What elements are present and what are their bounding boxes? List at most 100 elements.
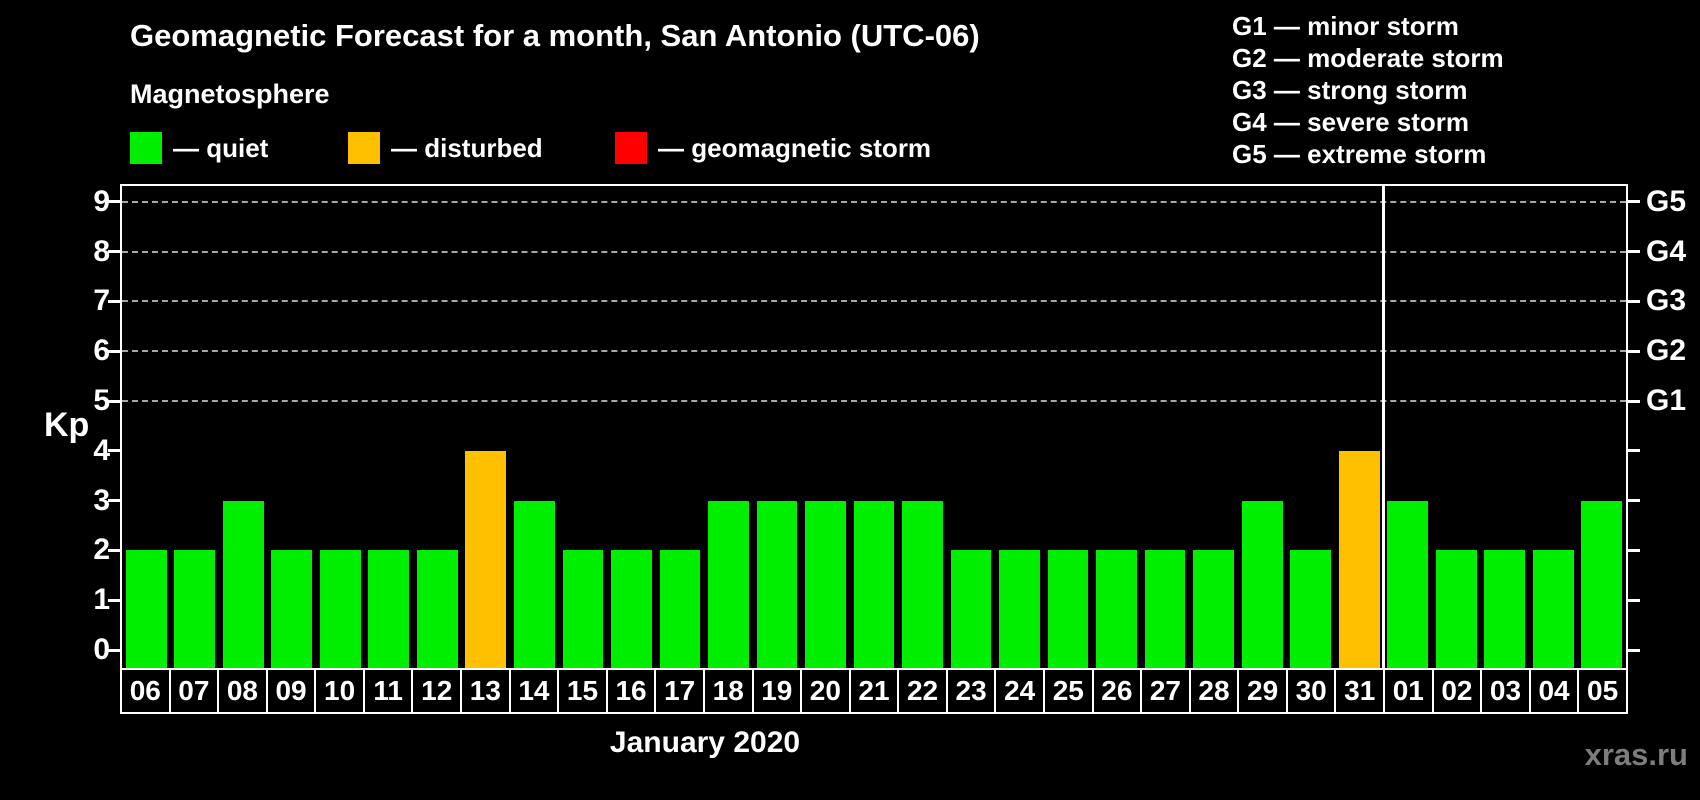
y-tick-label-8: 8 (93, 234, 110, 268)
day-label-04: 04 (1528, 668, 1580, 714)
bar-day-26 (1096, 550, 1137, 668)
bar-day-17 (659, 550, 701, 668)
day-label-22: 22 (897, 668, 948, 714)
tick-right-kp-0 (1628, 648, 1640, 652)
bar-day-02 (1435, 550, 1477, 668)
g-axis-label-g4: G4 (1646, 234, 1687, 268)
day-label-20: 20 (800, 668, 851, 714)
tick-left-kp-9 (108, 200, 120, 204)
tick-left-kp-6 (108, 349, 120, 353)
bar-day-23 (950, 550, 992, 668)
bar-day-25 (1047, 550, 1089, 668)
day-label-23: 23 (945, 668, 997, 714)
bar-day-21 (853, 500, 895, 668)
gridline-kp-9 (122, 200, 1626, 203)
day-label-02: 02 (1431, 668, 1483, 714)
legend-label-disturbed: — disturbed (391, 132, 543, 163)
bar-day-01 (1387, 500, 1429, 668)
x-axis-day-labels: 06 07 08 09 10 11 12 13 14 15 16 17 18 19 20 21 22 23 24 25… (120, 668, 1628, 714)
day-label-25: 25 (1042, 668, 1094, 714)
tick-right-kp-9 (1628, 200, 1640, 204)
day-label-30: 30 (1285, 668, 1337, 714)
y-tick-label-4: 4 (93, 433, 110, 467)
x-axis-title: January 2020 (609, 726, 801, 759)
day-label-13: 13 (460, 668, 511, 714)
day-label-06: 06 (120, 668, 171, 714)
bar-day-15 (562, 550, 604, 668)
bar-day-27 (1144, 550, 1186, 668)
bar-day-05 (1581, 500, 1623, 668)
day-label-03: 03 (1480, 668, 1531, 714)
bar-day-07 (174, 550, 216, 668)
tick-right-kp-1 (1628, 598, 1640, 602)
bar-day-20 (805, 500, 846, 668)
y-tick-label-0: 0 (93, 633, 110, 666)
gridline-kp-5 (122, 400, 1626, 402)
y-tick-label-1: 1 (93, 583, 110, 617)
day-label-17: 17 (654, 668, 705, 714)
tick-left-kp-1 (108, 598, 120, 602)
tick-left-kp-8 (108, 250, 120, 254)
day-label-21: 21 (848, 668, 900, 714)
g-legend-line-1: G1 — minor storm (1232, 11, 1459, 41)
tick-left-kp-0 (108, 648, 120, 652)
day-label-27: 27 (1140, 668, 1191, 714)
day-label-26: 26 (1091, 668, 1143, 714)
g-axis-label-g1: G1 (1646, 384, 1687, 417)
bar-day-12 (416, 550, 458, 668)
day-label-14: 14 (508, 668, 560, 714)
g-legend-line-4: G4 — severe storm (1232, 107, 1470, 137)
legend-heading: Magnetosphere (130, 79, 330, 109)
bar-day-09 (271, 550, 313, 668)
bar-day-08 (222, 500, 264, 668)
bar-day-03 (1484, 550, 1526, 668)
bar-day-18 (708, 500, 749, 668)
legend-item-disturbed: — disturbed (348, 132, 543, 164)
day-label-09: 09 (265, 668, 317, 714)
g-scale-legend: G1 — minor storm G2 — moderate storm G3 — … (1232, 10, 1504, 170)
bar-day-04 (1532, 550, 1574, 668)
bar-day-24 (999, 550, 1040, 668)
tick-left-kp-2 (108, 548, 120, 552)
y-tick-label-7: 7 (93, 284, 110, 318)
watermark: xras.ru (1584, 737, 1688, 772)
disturbed-color-swatch (348, 132, 380, 164)
storm-color-swatch (615, 132, 647, 164)
day-label-15: 15 (557, 668, 608, 714)
gridline-kp-6 (122, 350, 1626, 353)
legend-label-quiet: — quiet (173, 132, 269, 163)
tick-right-kp-8 (1628, 250, 1640, 254)
tick-left-kp-5 (108, 399, 120, 403)
g-axis-label-g5: G5 (1646, 184, 1687, 218)
legend-label-storm: — geomagnetic storm (658, 132, 932, 163)
tick-right-kp-3 (1628, 499, 1640, 503)
y-tick-label-5: 5 (93, 384, 110, 417)
y-axis-title: Kp (44, 406, 90, 444)
tick-right-kp-4 (1628, 449, 1640, 453)
bar-day-29 (1241, 500, 1283, 668)
day-label-29: 29 (1237, 668, 1288, 714)
gridline-kp-7 (122, 300, 1626, 303)
bar-day-22 (902, 500, 943, 668)
chart-title: Geomagnetic Forecast for a month, San An… (130, 18, 980, 53)
day-label-01: 01 (1383, 668, 1434, 714)
g-legend-line-3: G3 — strong storm (1232, 75, 1468, 105)
legend-item-quiet: — quiet (130, 132, 268, 164)
y-tick-label-2: 2 (93, 533, 110, 567)
day-label-31: 31 (1334, 668, 1386, 714)
g-axis-label-g3: G3 (1646, 284, 1687, 318)
y-tick-label-3: 3 (93, 483, 110, 517)
day-label-12: 12 (411, 668, 463, 714)
bar-day-30 (1290, 550, 1332, 668)
day-label-11: 11 (362, 668, 414, 714)
tick-right-kp-7 (1628, 299, 1640, 303)
tick-left-kp-4 (108, 449, 120, 453)
day-label-16: 16 (605, 668, 657, 714)
tick-left-kp-3 (108, 499, 120, 503)
day-label-19: 19 (751, 668, 803, 714)
day-label-18: 18 (702, 668, 754, 714)
y-tick-label-9: 9 (93, 184, 110, 218)
month-boundary-line (1381, 186, 1385, 668)
tick-right-kp-2 (1628, 548, 1640, 552)
